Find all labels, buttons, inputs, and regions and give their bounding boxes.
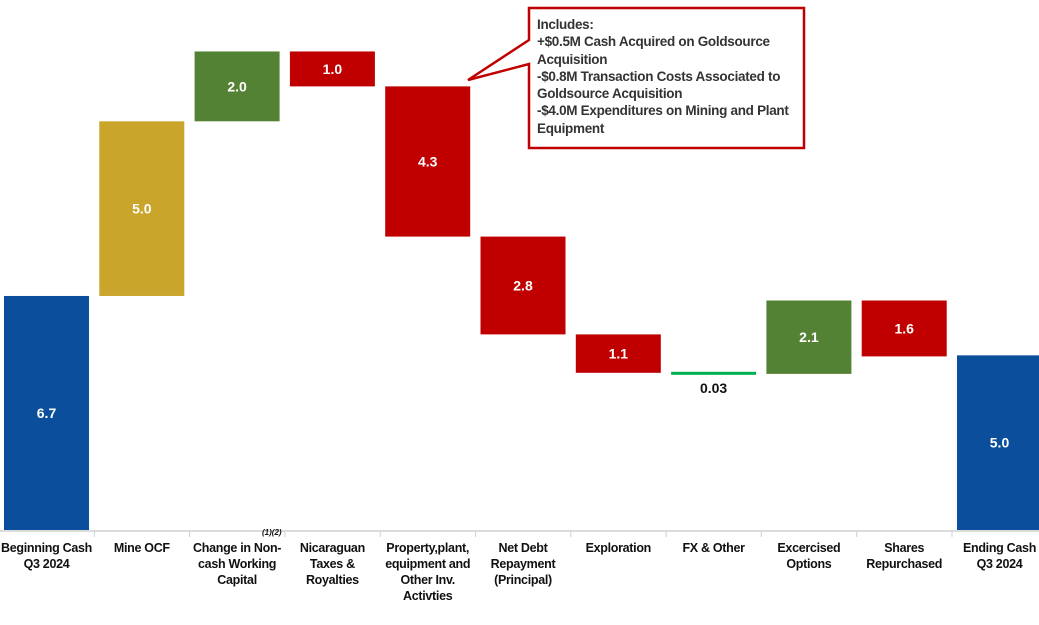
category-label: Property,plant, equipment and Other Inv.…	[385, 541, 471, 603]
data-label: 2.8	[513, 277, 533, 293]
data-label: 2.1	[799, 329, 819, 345]
callout-line: -$0.8M Transaction Costs Associated to G…	[537, 68, 781, 102]
callout-line: +$0.5M Cash Acquired on Goldsource Acqui…	[537, 34, 770, 67]
bar	[99, 121, 185, 296]
category-label: Exploration	[585, 541, 652, 555]
data-label: 5.0	[132, 201, 152, 217]
category-label: Change in Non- cash Working Capital	[193, 541, 282, 587]
data-label: 1.6	[894, 320, 914, 336]
bar	[194, 51, 280, 122]
category-label: Beginning Cash Q3 2024	[1, 541, 92, 571]
callout-line: -$4.0M Expenditures on Mining and Plant …	[537, 103, 789, 136]
bar	[957, 355, 1039, 530]
category-label: Ending Cash Q3 2024	[962, 541, 1037, 571]
data-label: 2.0	[227, 78, 247, 94]
bar	[861, 300, 947, 357]
category-label: FX & Other	[682, 541, 745, 555]
data-label: 0.03	[700, 380, 727, 396]
data-label: 1.0	[323, 61, 343, 77]
bar	[766, 300, 852, 374]
callout-text: Includes: +$0.5M Cash Acquired on Goldso…	[537, 16, 805, 137]
bar	[289, 51, 375, 87]
footnote-marker: (1)(2)	[262, 528, 282, 537]
bar	[4, 295, 89, 530]
callout-line: Includes:	[537, 17, 594, 32]
bar	[385, 86, 471, 237]
bar	[575, 334, 661, 373]
category-label: Excercised Options	[777, 541, 841, 571]
category-label: Shares Repurchased	[866, 541, 943, 571]
bar	[671, 371, 757, 375]
data-label: 6.7	[37, 405, 57, 421]
data-label: 4.3	[418, 153, 438, 169]
category-label: Nicaraguan Taxes & Royalties	[299, 541, 365, 587]
category-label: Mine OCF	[113, 541, 170, 555]
data-label: 5.0	[990, 435, 1010, 451]
category-label: Net Debt Repayment (Principal)	[490, 541, 556, 587]
data-label: 1.1	[609, 346, 629, 362]
callout-box	[467, 6, 806, 150]
bar	[480, 236, 566, 335]
